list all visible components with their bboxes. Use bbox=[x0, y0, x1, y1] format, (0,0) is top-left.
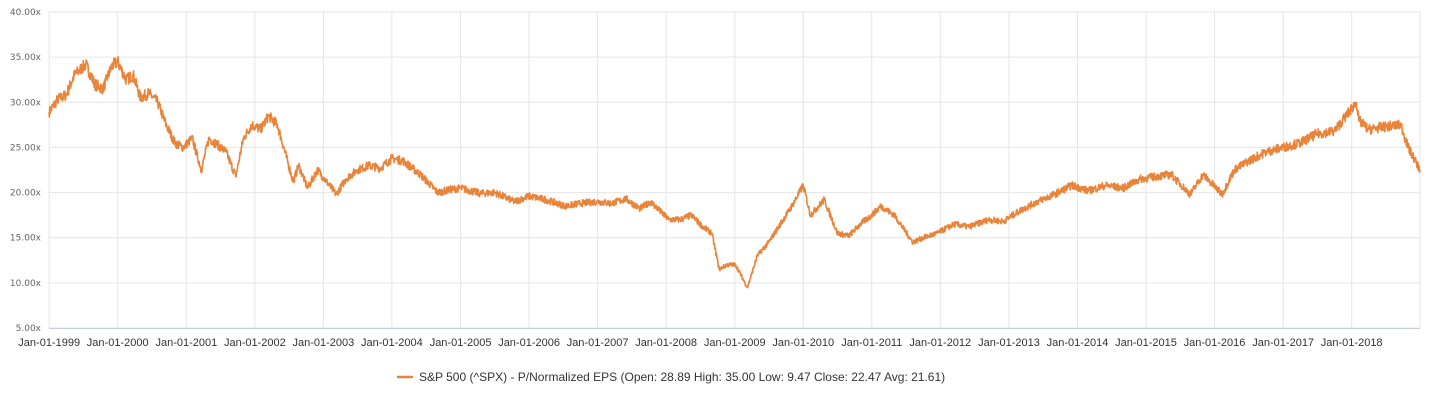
series-line[interactable] bbox=[48, 55, 1421, 289]
x-tick-label: Jan-01-2006 bbox=[498, 337, 560, 349]
x-tick-label: Jan-01-2012 bbox=[909, 337, 971, 349]
x-tick-label: Jan-01-2013 bbox=[978, 337, 1040, 349]
y-tick-label: 10.00x bbox=[10, 279, 42, 289]
y-tick-label: 5.00x bbox=[16, 324, 42, 334]
series-group bbox=[48, 55, 1421, 289]
x-tick-label: Jan-01-2010 bbox=[772, 337, 834, 349]
x-tick-label: Jan-01-2005 bbox=[430, 337, 492, 349]
x-tick-label: Jan-01-1999 bbox=[18, 337, 80, 349]
x-axis: Jan-01-1999 Jan-01-2000 Jan-01-2001 Jan-01-… bbox=[18, 337, 1382, 349]
x-tick-label: Jan-01-2011 bbox=[841, 337, 902, 349]
legend-label[interactable]: S&P 500 (^SPX) - P/Normalized EPS (Open:… bbox=[419, 370, 945, 384]
grid-lines bbox=[48, 11, 1421, 329]
y-axis: 5.00x 10.00x 15.00x 20.00x 25.00x 30.00x 35.00… bbox=[10, 8, 42, 334]
y-tick-label: 25.00x bbox=[10, 143, 42, 153]
y-tick-label: 40.00x bbox=[10, 8, 42, 18]
x-tick-label: Jan-01-2018 bbox=[1321, 337, 1383, 349]
x-tick-label: Jan-01-2001 bbox=[155, 337, 217, 349]
x-tick-label: Jan-01-2002 bbox=[224, 337, 286, 349]
x-tick-label: Jan-01-2004 bbox=[361, 337, 423, 349]
y-tick-label: 20.00x bbox=[10, 189, 42, 199]
x-tick-label: Jan-01-2008 bbox=[635, 337, 697, 349]
x-tick-label: Jan-01-2016 bbox=[1184, 337, 1246, 349]
x-tick-label: Jan-01-2000 bbox=[87, 337, 149, 349]
y-tick-label: 35.00x bbox=[10, 53, 42, 63]
y-tick-label: 15.00x bbox=[10, 234, 42, 244]
x-tick-label: Jan-01-2017 bbox=[1252, 337, 1314, 349]
x-tick-label: Jan-01-2009 bbox=[704, 337, 766, 349]
y-tick-label: 30.00x bbox=[10, 98, 42, 108]
x-tick-label: Jan-01-2015 bbox=[1115, 337, 1177, 349]
x-tick-label: Jan-01-2014 bbox=[1047, 337, 1109, 349]
x-tick-label: Jan-01-2003 bbox=[292, 337, 354, 349]
legend[interactable]: S&P 500 (^SPX) - P/Normalized EPS (Open:… bbox=[397, 370, 945, 384]
x-tick-label: Jan-01-2007 bbox=[567, 337, 629, 349]
